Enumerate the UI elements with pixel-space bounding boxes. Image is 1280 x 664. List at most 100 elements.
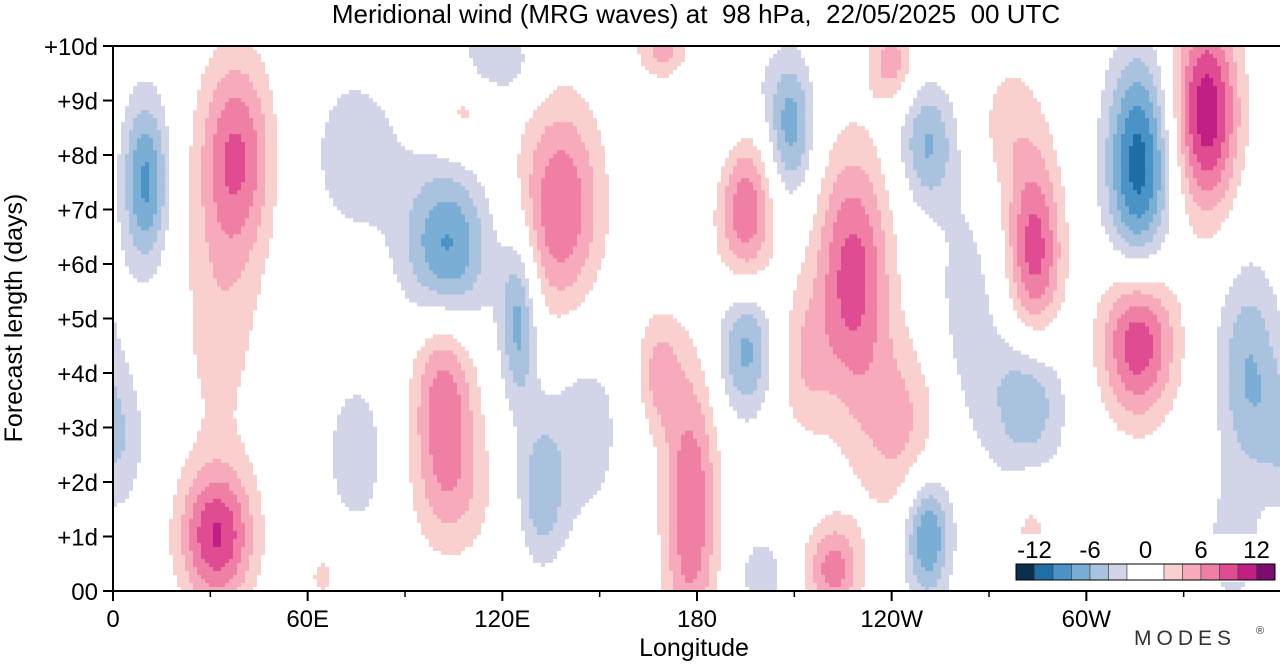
- field-cell: [605, 86, 610, 91]
- field-cell: [509, 98, 514, 103]
- field-cell: [1185, 70, 1190, 75]
- field-cell: [209, 74, 214, 79]
- field-cell: [953, 110, 958, 115]
- field-cell: [441, 50, 446, 55]
- field-cell: [709, 74, 714, 79]
- field-cell: [617, 106, 622, 111]
- field-cell: [293, 98, 298, 103]
- field-cell: [381, 74, 386, 79]
- field-cell: [809, 74, 814, 79]
- field-cell: [709, 46, 714, 51]
- field-cell: [1105, 98, 1110, 103]
- field-cell: [589, 106, 594, 111]
- field-cell: [401, 74, 406, 79]
- field-cell: [633, 58, 638, 63]
- field-cell: [1045, 46, 1050, 51]
- field-cell: [145, 58, 150, 63]
- field-cell: [149, 106, 154, 111]
- field-cell: [1137, 46, 1142, 51]
- field-cell: [665, 50, 670, 55]
- field-cell: [1053, 110, 1058, 115]
- field-cell: [229, 110, 234, 115]
- field-cell: [1009, 62, 1014, 67]
- field-cell: [961, 90, 966, 95]
- field-cell: [149, 58, 154, 63]
- field-cell: [321, 62, 326, 67]
- field-cell: [869, 94, 874, 99]
- field-cell: [337, 50, 342, 55]
- field-cell: [961, 86, 966, 91]
- field-cell: [741, 50, 746, 55]
- field-cell: [729, 78, 734, 83]
- field-cell: [697, 66, 702, 71]
- field-cell: [1037, 94, 1042, 99]
- field-cell: [1209, 102, 1214, 107]
- field-cell: [1253, 54, 1258, 59]
- field-cell: [1257, 110, 1262, 115]
- field-cell: [801, 74, 806, 79]
- field-cell: [1045, 110, 1050, 115]
- field-cell: [457, 102, 462, 107]
- field-cell: [589, 102, 594, 107]
- field-cell: [1009, 90, 1014, 95]
- field-cell: [861, 54, 866, 59]
- field-cell: [261, 102, 266, 107]
- field-cell: [225, 46, 230, 51]
- field-cell: [1093, 66, 1098, 71]
- field-cell: [1269, 66, 1274, 71]
- field-cell: [1189, 110, 1194, 115]
- field-cell: [985, 70, 990, 75]
- field-cell: [1245, 74, 1250, 79]
- field-cell: [573, 102, 578, 107]
- field-cell: [493, 62, 498, 67]
- field-cell: [205, 82, 210, 87]
- field-cell: [781, 78, 786, 83]
- field-cell: [213, 46, 218, 51]
- field-cell: [973, 58, 978, 63]
- field-cell: [1097, 70, 1102, 75]
- field-cell: [341, 54, 346, 59]
- field-cell: [805, 106, 810, 111]
- field-cell: [305, 66, 310, 71]
- field-cell: [169, 62, 174, 67]
- field-cell: [809, 106, 814, 111]
- field-cell: [777, 82, 782, 87]
- field-cell: [597, 66, 602, 71]
- field-cell: [1157, 50, 1162, 55]
- field-cell: [185, 78, 190, 83]
- field-cell: [269, 46, 274, 51]
- field-cell: [677, 46, 682, 51]
- field-cell: [1185, 50, 1190, 55]
- field-cell: [317, 86, 322, 91]
- field-cell: [1125, 94, 1130, 99]
- field-cell: [969, 46, 974, 51]
- field-cell: [165, 114, 170, 119]
- field-cell: [889, 98, 894, 103]
- field-cell: [1117, 82, 1122, 87]
- field-cell: [205, 66, 210, 71]
- field-cell: [289, 58, 294, 63]
- field-cell: [1029, 102, 1034, 107]
- field-cell: [437, 50, 442, 55]
- field-cell: [1229, 94, 1234, 99]
- field-cell: [865, 66, 870, 71]
- field-cell: [361, 46, 366, 51]
- field-cell: [1009, 82, 1014, 87]
- field-cell: [797, 70, 802, 75]
- field-cell: [189, 102, 194, 107]
- field-cell: [409, 106, 414, 111]
- field-cell: [989, 82, 994, 87]
- field-cell: [281, 94, 286, 99]
- field-cell: [1013, 74, 1018, 79]
- field-cell: [129, 66, 134, 71]
- field-cell: [837, 102, 842, 107]
- field-cell: [621, 62, 626, 67]
- field-cell: [445, 102, 450, 107]
- field-cell: [1189, 106, 1194, 111]
- field-cell: [841, 78, 846, 83]
- field-cell: [965, 98, 970, 103]
- field-cell: [785, 74, 790, 79]
- field-cell: [933, 98, 938, 103]
- field-cell: [1173, 94, 1178, 99]
- field-cell: [961, 46, 966, 51]
